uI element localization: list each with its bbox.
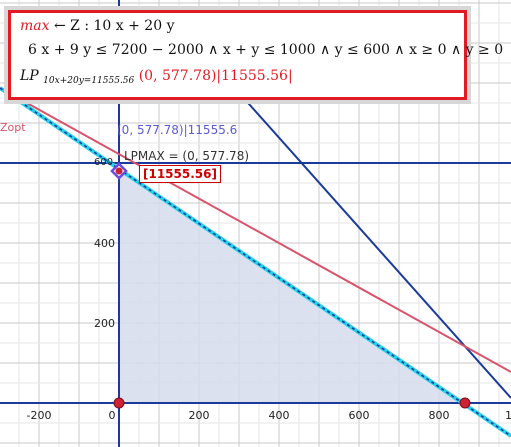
x-tick-label: 200 [189, 409, 210, 422]
optimum-point-label: (0, 577.78)|11555.6 [117, 123, 238, 137]
x-tick-labels: -200 0 200 400 600 800 1000 [27, 409, 511, 422]
objective-line: max ← Z : 10 x + 20 y [20, 18, 174, 34]
x-tick-label: 600 [349, 409, 370, 422]
x-tick-label: 800 [429, 409, 450, 422]
x-tick-label: 400 [269, 409, 290, 422]
lp-subscript: 10x+20y=11555.56 [43, 76, 135, 86]
y-tick-labels: 200 400 [94, 237, 115, 330]
x-tick-label: 1000 [505, 409, 511, 422]
zopt-line[interactable] [0, 87, 511, 373]
lp-formula-box[interactable]: max ← Z : 10 x + 20 y 6 x + 9 y ≤ 7200 −… [8, 10, 503, 100]
lp-result-line: LP 10x+20y=11555.56 (0, 577.78)|11555.56… [20, 68, 293, 86]
lpmax-label: LPMAX = (0, 577.78) [124, 149, 250, 163]
zopt-label: Zopt [0, 121, 26, 134]
y-tick-600: 600 [94, 157, 114, 168]
optimum-point[interactable] [115, 167, 123, 175]
objective-value-badge: [11555.56] [139, 165, 221, 183]
x-tick-label: -200 [27, 409, 52, 422]
origin-point[interactable] [113, 397, 125, 409]
objective-expression: ← Z : 10 x + 20 y [53, 18, 175, 34]
x-tick-label: 0 [109, 409, 116, 422]
lp-result: (0, 577.78)|11555.56| [138, 68, 293, 84]
y-tick-label: 400 [94, 237, 115, 250]
y-tick-label: 200 [94, 317, 115, 330]
lp-prefix: LP [20, 68, 39, 84]
constraints-line: 6 x + 9 y ≤ 7200 − 2000 ∧ x + y ≤ 1000 ∧… [28, 42, 504, 58]
max-keyword: max [20, 18, 50, 34]
x-intercept-point[interactable] [459, 397, 471, 409]
constraint-6x-9y[interactable] [0, 87, 511, 437]
